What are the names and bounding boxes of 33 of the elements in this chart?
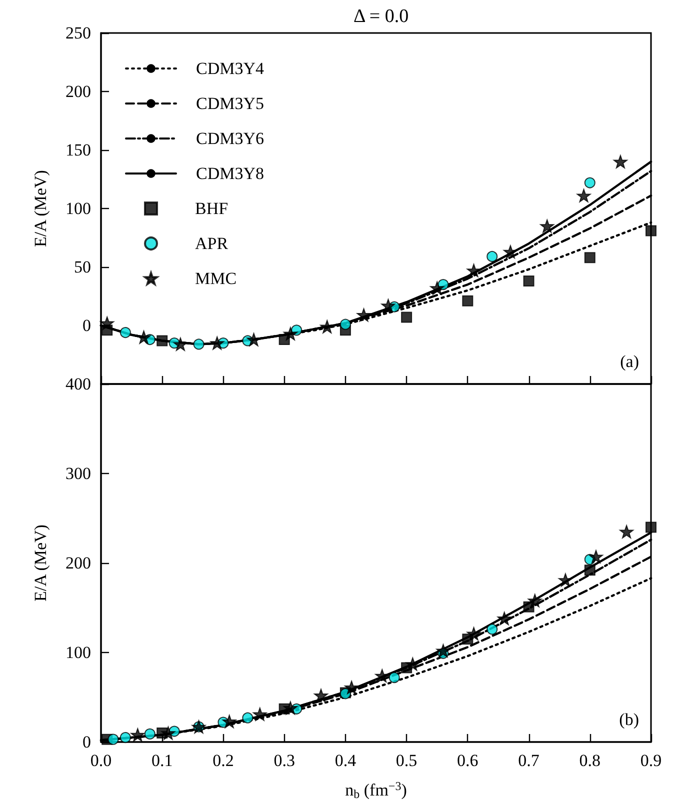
y-tick-label: 0 xyxy=(82,316,91,335)
x-tick-label: 0.7 xyxy=(518,751,540,770)
annotation: (a) xyxy=(620,352,640,371)
x-tick-label: 0.1 xyxy=(151,751,173,770)
x-tick-label: 0.9 xyxy=(640,751,662,770)
y-tick-label: 50 xyxy=(74,258,91,276)
chart-title: Δ = 0.0 xyxy=(353,6,409,27)
annotation: (b) xyxy=(619,710,640,729)
legend-label: CDM3Y4 xyxy=(196,59,265,78)
x-tick-label: 0.5 xyxy=(396,751,418,770)
y-tick-label: 300 xyxy=(66,464,91,483)
y-tick-label: 200 xyxy=(66,82,91,101)
x-tick-label: 0.3 xyxy=(274,751,295,770)
x-tick-label: 0.8 xyxy=(579,751,601,770)
y-tick-label: 400 xyxy=(66,374,91,394)
legend-label: CDM3Y6 xyxy=(196,129,264,148)
legend-label: BHF xyxy=(195,199,228,218)
y-tick-label: 0 xyxy=(82,732,91,752)
legend-label: CDM3Y8 xyxy=(196,164,264,183)
x-tick-label: 0.4 xyxy=(334,751,357,770)
legend-label: CDM3Y5 xyxy=(196,94,264,113)
y-tick-label: 200 xyxy=(66,554,91,572)
y-axis-title: E/A (MeV) xyxy=(31,170,50,247)
x-tick-label: 0.6 xyxy=(457,751,478,770)
x-tick-label: 0.0 xyxy=(90,751,112,770)
y-axis-title: E/A (MeV) xyxy=(31,524,50,602)
y-tick-label: 100 xyxy=(66,643,91,662)
legend-label: APR xyxy=(195,234,229,253)
x-tick-label: 0.2 xyxy=(212,751,234,770)
y-tick-label: 100 xyxy=(66,199,91,218)
legend-label: MMC xyxy=(195,269,237,288)
y-tick-label: 250 xyxy=(66,24,91,42)
y-tick-label: 150 xyxy=(66,140,91,160)
